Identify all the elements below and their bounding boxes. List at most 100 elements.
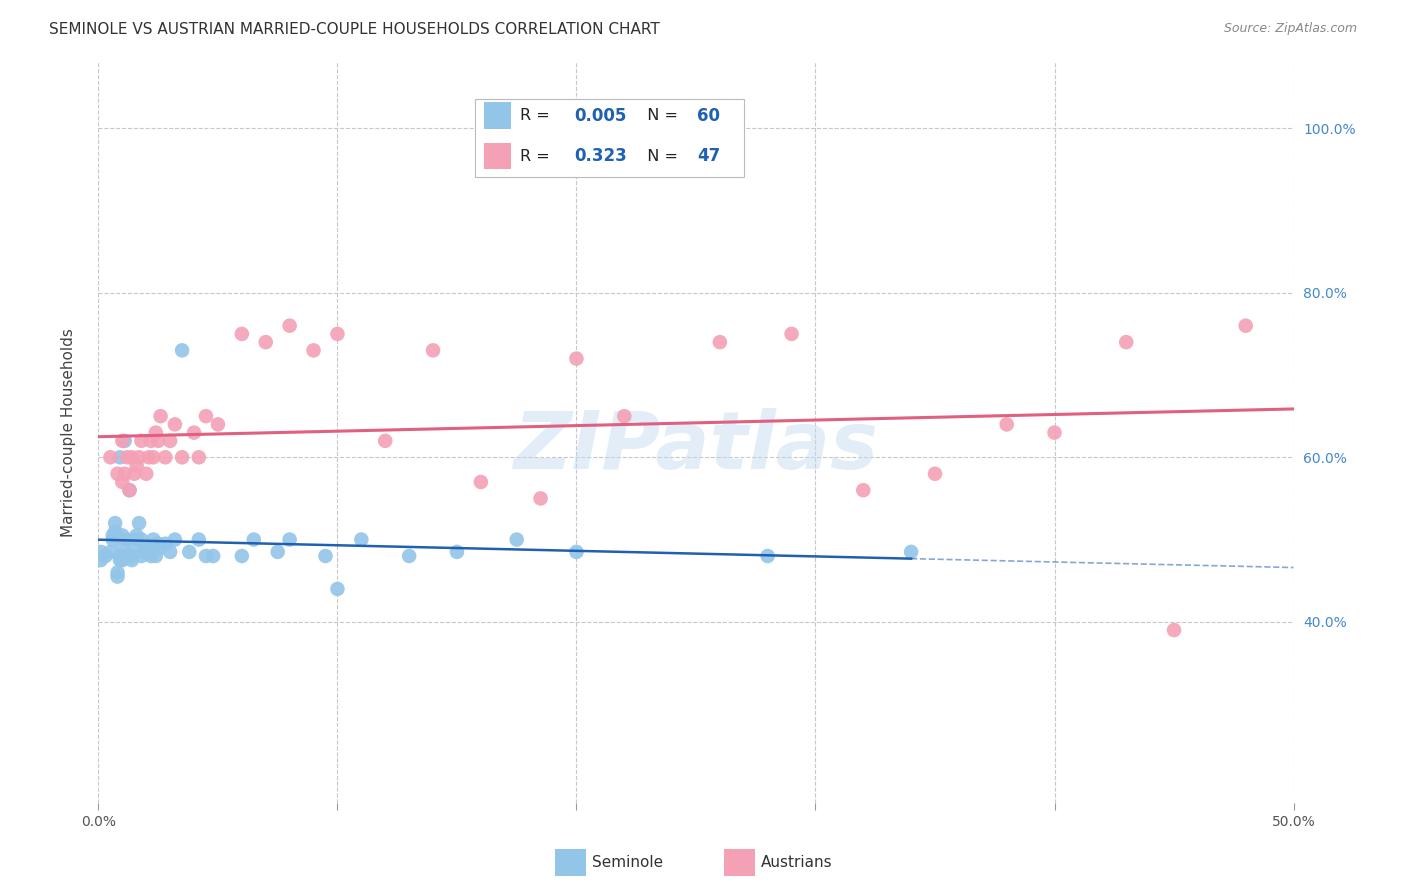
Point [159,434,181,448]
Point [114,549,136,563]
Point [852,483,875,498]
Point [780,326,803,341]
Point [121,450,143,465]
Point [135,545,157,559]
Point [530,491,553,506]
Point [155,536,177,550]
Point [374,434,396,448]
Point [163,533,186,547]
Text: R =: R = [520,149,555,163]
Point [115,549,138,563]
Point [243,533,266,547]
Text: N =: N = [637,149,683,163]
Point [267,545,290,559]
Point [104,524,127,539]
Point [422,343,444,358]
Point [231,326,253,341]
Point [145,425,167,440]
Point [101,533,124,547]
Text: SEMINOLE VS AUSTRIAN MARRIED-COUPLE HOUSEHOLDS CORRELATION CHART: SEMINOLE VS AUSTRIAN MARRIED-COUPLE HOUS… [49,22,659,37]
FancyBboxPatch shape [475,99,744,178]
Point [207,417,229,432]
Text: N =: N = [637,108,683,123]
Point [326,582,349,596]
Point [195,409,218,424]
Point [118,483,141,498]
Point [115,450,138,465]
Point [104,516,127,530]
Point [107,566,129,580]
Point [254,335,277,350]
Point [613,409,636,424]
Point [1234,318,1257,333]
Point [278,318,301,333]
Point [756,549,779,563]
Point [111,549,134,563]
Point [159,545,181,559]
Point [709,335,731,350]
Point [125,458,148,473]
Point [900,545,922,559]
Point [470,475,492,489]
Point [131,549,153,563]
Point [128,450,150,465]
Point [90,553,112,567]
Point [111,528,134,542]
Point [118,549,141,563]
Bar [555,849,586,876]
Point [131,434,153,448]
Point [90,545,112,559]
Point [128,516,150,530]
Point [98,545,122,559]
Point [187,450,209,465]
Point [114,467,136,481]
Text: 0.005: 0.005 [574,107,627,125]
Point [138,541,160,555]
Point [506,533,529,547]
Bar [485,103,510,129]
Point [1115,335,1137,350]
Text: 47: 47 [697,147,720,165]
Point [114,434,136,448]
Point [118,483,141,498]
Point [139,434,162,448]
Point [148,434,170,448]
Point [115,533,138,547]
Point [101,528,124,542]
Point [172,343,194,358]
Point [142,450,165,465]
Point [315,549,337,563]
Text: Seminole: Seminole [592,855,664,870]
Point [111,553,134,567]
Point [1043,425,1066,440]
Point [1163,623,1185,637]
Point [111,434,134,448]
Text: ZIPatlas: ZIPatlas [513,409,879,486]
Text: 60: 60 [697,107,720,125]
Point [124,541,146,555]
Point [187,533,209,547]
Point [108,450,131,465]
Point [132,545,155,559]
Point [135,467,157,481]
Point [142,533,165,547]
Point [139,549,162,563]
Point [107,467,129,481]
Point [131,533,153,547]
Point [231,549,253,563]
Point [121,553,143,567]
Point [155,450,177,465]
Point [98,450,122,465]
Point [107,569,129,583]
Text: R =: R = [520,108,555,123]
Point [172,450,194,465]
Text: Austrians: Austrians [761,855,832,870]
Point [183,425,205,440]
Point [924,467,946,481]
Point [179,545,201,559]
Y-axis label: Married-couple Households: Married-couple Households [60,328,76,537]
Point [995,417,1018,432]
Point [163,417,186,432]
Point [111,541,134,555]
Point [108,553,131,567]
